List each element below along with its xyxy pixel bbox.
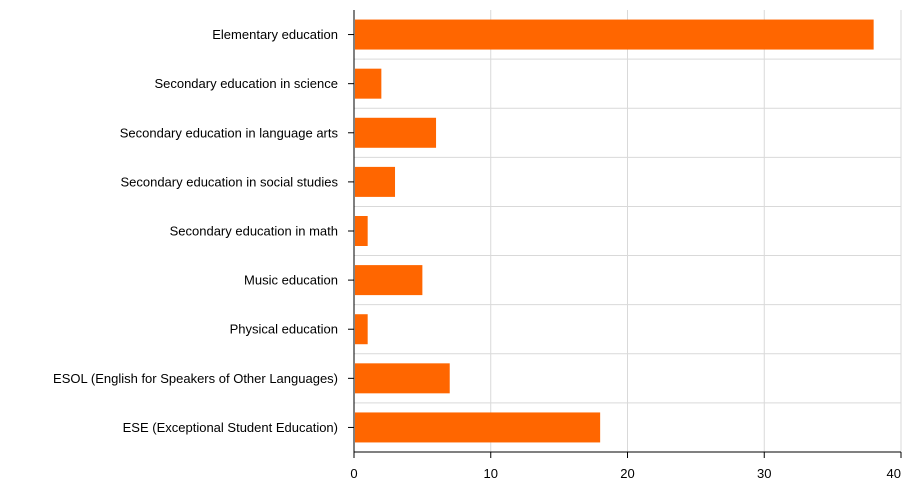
category-label: Physical education <box>230 322 338 337</box>
category-label: Elementary education <box>212 27 338 42</box>
category-label: Secondary education in science <box>154 76 338 91</box>
x-tick-label: 20 <box>620 466 634 481</box>
bar <box>355 314 368 345</box>
grid-lines <box>354 10 902 452</box>
bar <box>355 19 874 50</box>
axes <box>348 10 902 458</box>
category-label: ESE (Exceptional Student Education) <box>123 420 338 435</box>
x-tick-label: 10 <box>484 466 498 481</box>
bars <box>355 19 874 443</box>
x-tick-label: 0 <box>350 466 357 481</box>
bar <box>355 412 601 443</box>
x-tick-label: 40 <box>887 466 901 481</box>
bar <box>355 166 396 197</box>
bar <box>355 117 437 148</box>
bar <box>355 216 368 246</box>
bar <box>355 68 382 99</box>
category-label: Secondary education in language arts <box>120 125 339 140</box>
category-label: ESOL (English for Speakers of Other Lang… <box>53 371 338 386</box>
bar <box>355 363 450 394</box>
x-tick-label: 30 <box>757 466 771 481</box>
labels: Elementary education Secondary education … <box>53 27 901 481</box>
bar <box>355 265 423 296</box>
category-label: Secondary education in math <box>170 224 338 239</box>
category-label: Secondary education in social studies <box>120 174 338 189</box>
category-label: Music education <box>244 273 338 288</box>
